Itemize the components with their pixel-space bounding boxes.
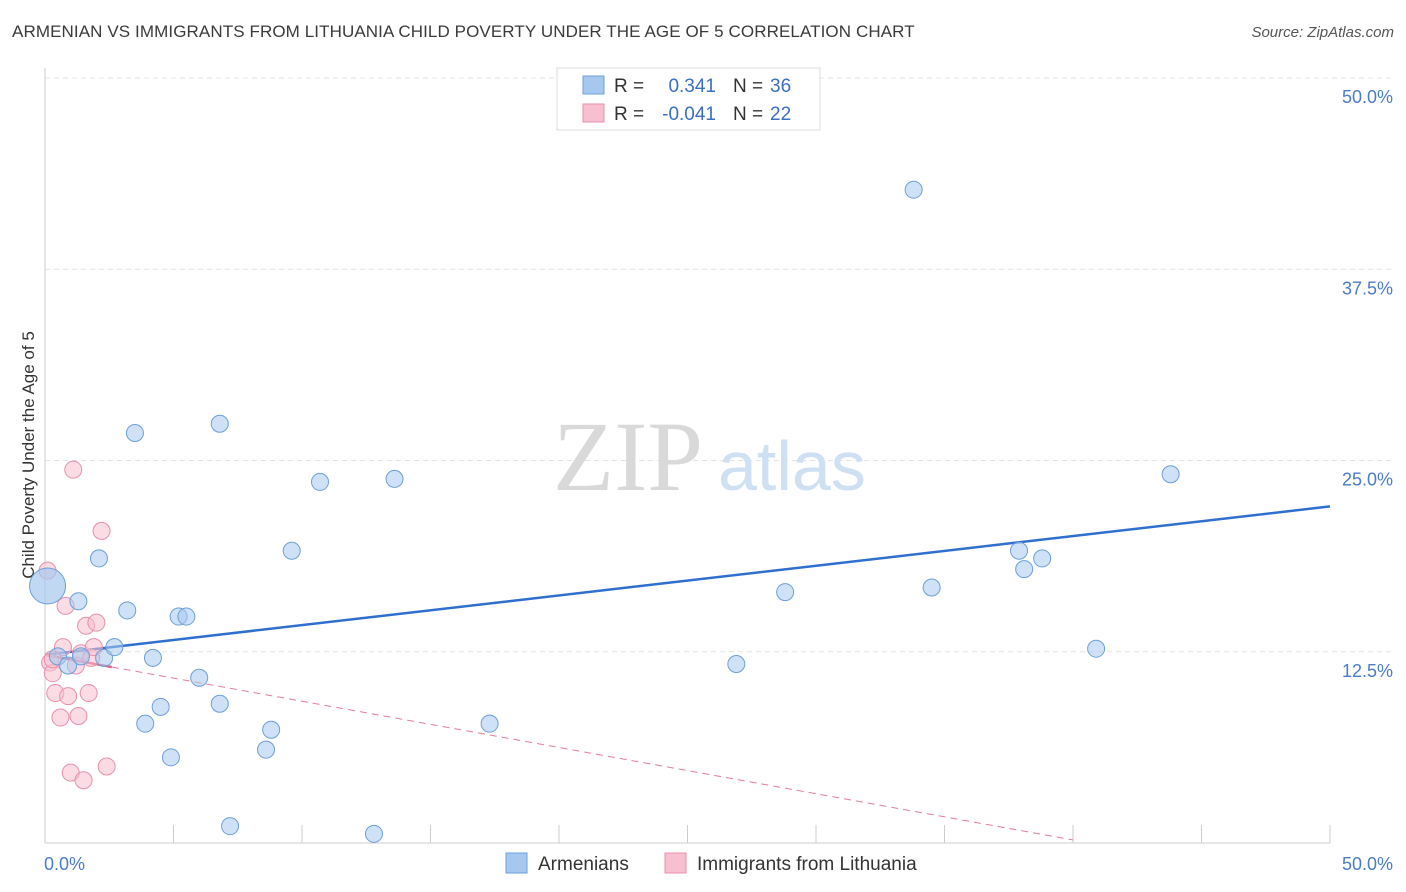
- point-armenians-25: [385, 469, 404, 488]
- y-tick-label-1: 25.0%: [1342, 470, 1393, 490]
- axes: [44, 68, 1331, 844]
- point-armenians-23: [310, 472, 329, 491]
- point-lithuania-18: [87, 613, 106, 632]
- series-label-lithuania: Immigrants from Lithuania: [697, 854, 917, 875]
- trendline-lithuania-dashed: [111, 666, 1074, 841]
- legend-n-value-1: 36: [770, 76, 791, 97]
- point-armenians-8: [118, 601, 137, 620]
- point-armenians-26: [480, 714, 499, 733]
- watermark: ZIP atlas: [553, 401, 866, 512]
- point-armenians-33: [1033, 549, 1052, 568]
- gridlines: [45, 77, 1395, 653]
- x-tick-labels: 0.0% 50.0%: [44, 854, 1393, 874]
- point-armenians-24: [364, 824, 383, 843]
- point-armenians-3: [69, 592, 88, 611]
- point-armenians-29: [904, 180, 923, 199]
- watermark-zip: ZIP: [553, 401, 703, 512]
- point-armenians-2: [59, 656, 78, 675]
- y-tick-label-3: 50.0%: [1342, 87, 1393, 107]
- legend-r-label-2: R =: [614, 104, 644, 125]
- legend-n-label-1: N =: [733, 76, 763, 97]
- point-armenians-32: [1015, 560, 1034, 579]
- point-armenians-31: [1010, 541, 1029, 560]
- point-armenians-12: [151, 697, 170, 716]
- point-armenians-35: [1161, 465, 1180, 484]
- point-lithuania-15: [79, 684, 98, 703]
- point-armenians-9: [125, 423, 144, 442]
- series-swatch-lithuania: [664, 852, 687, 874]
- legend-r-value-2: -0.041: [662, 104, 716, 125]
- point-armenians-22: [282, 541, 301, 560]
- y-axis-label: Child Poverty Under the Age of 5: [19, 331, 38, 579]
- point-armenians-27: [727, 654, 746, 673]
- point-armenians-34: [1087, 639, 1106, 658]
- point-lithuania-4: [51, 708, 70, 727]
- point-armenians-11: [143, 648, 162, 667]
- legend-swatch-lithuania: [582, 103, 605, 123]
- point-armenians-13: [161, 748, 180, 767]
- point-armenians-18: [210, 694, 229, 713]
- y-tick-labels: 12.5% 25.0% 37.5% 50.0%: [1342, 87, 1393, 681]
- point-armenians-21: [262, 720, 281, 739]
- trendline-armenians: [44, 505, 1331, 657]
- data-points: [29, 180, 1180, 843]
- legend-swatch-armenians: [582, 75, 605, 95]
- point-lithuania-9: [64, 460, 83, 479]
- point-lithuania-19: [92, 521, 111, 540]
- series-label-armenians: Armenians: [538, 854, 629, 875]
- point-lithuania-11: [69, 707, 88, 726]
- point-armenians-19: [221, 817, 240, 836]
- point-lithuania-13: [74, 771, 93, 790]
- series-swatch-armenians: [505, 852, 528, 874]
- trendlines: [44, 505, 1331, 841]
- point-armenians-17: [210, 414, 229, 433]
- point-armenians-7: [105, 638, 124, 657]
- x-tick-label-end: 50.0%: [1342, 854, 1393, 874]
- legend-n-label-2: N =: [733, 104, 763, 125]
- watermark-atlas: atlas: [718, 427, 866, 505]
- point-armenians-30: [922, 578, 941, 597]
- legend-r-label-1: R =: [614, 76, 644, 97]
- chart-source: Source: ZipAtlas.com: [1251, 24, 1394, 41]
- correlation-legend: R = 0.341 N = 36 R = -0.041 N = 22: [556, 67, 821, 131]
- point-armenians-4: [71, 647, 90, 666]
- point-lithuania-20: [97, 757, 116, 776]
- point-armenians-28: [776, 583, 795, 602]
- point-armenians-20: [257, 740, 276, 759]
- legend-r-value-1: 0.341: [668, 76, 716, 97]
- point-armenians-15: [177, 607, 196, 626]
- point-armenians-5: [89, 549, 108, 568]
- y-tick-label-0: 12.5%: [1342, 661, 1393, 681]
- point-lithuania-7: [59, 687, 78, 706]
- legend-n-value-2: 22: [770, 104, 791, 125]
- chart-title: ARMENIAN VS IMMIGRANTS FROM LITHUANIA CH…: [12, 22, 915, 41]
- point-armenians-10: [136, 714, 155, 733]
- point-armenians-0: [29, 567, 67, 605]
- x-tick-label-start: 0.0%: [44, 854, 85, 874]
- series-legend: Armenians Immigrants from Lithuania: [505, 852, 917, 875]
- y-tick-label-2: 37.5%: [1342, 278, 1393, 298]
- point-armenians-16: [190, 668, 209, 687]
